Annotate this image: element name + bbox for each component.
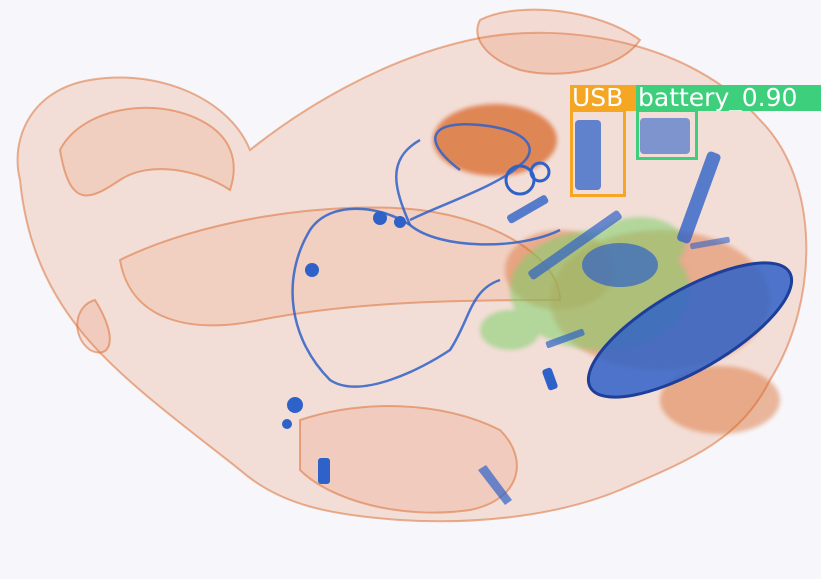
metal-items <box>282 118 794 505</box>
usb-detection-label: USB <box>570 85 636 111</box>
usb-detection-box <box>570 109 626 197</box>
battery-detection-label: battery_0.90 <box>636 85 821 111</box>
laptop-charger-shape <box>586 261 794 399</box>
bag-outline <box>16 8 808 523</box>
cable <box>291 123 561 388</box>
battery-detection-box <box>636 109 698 160</box>
